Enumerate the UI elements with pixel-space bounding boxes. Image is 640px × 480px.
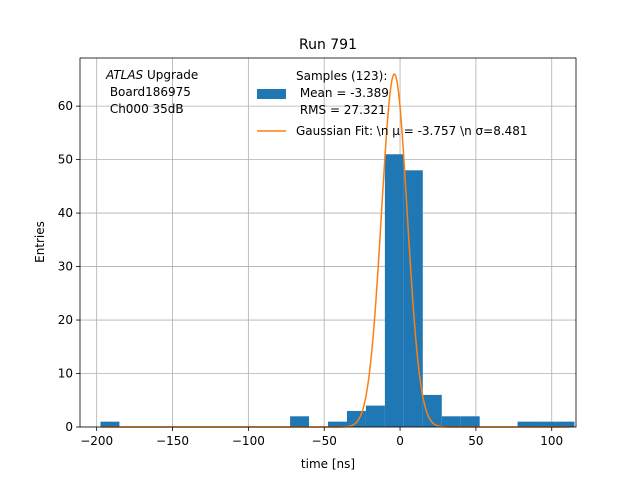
- histogram-bar: [555, 421, 575, 427]
- atlas-annotation: ATLAS Upgrade Board186975 Ch000 35dB: [105, 68, 198, 116]
- histogram-bar: [441, 416, 461, 427]
- x-axis-ticks: −200 −150 −100 −50 0 50 100: [80, 427, 563, 448]
- histogram-bar: [536, 421, 556, 427]
- x-tick-label: −200: [80, 434, 113, 448]
- histogram-bar: [365, 405, 385, 427]
- histogram-bar: [422, 394, 442, 427]
- atlas-upgrade: Upgrade: [143, 68, 198, 82]
- y-tick-label: 0: [65, 420, 73, 434]
- x-tick-label: 0: [396, 434, 404, 448]
- y-axis-label: Entries: [33, 221, 47, 263]
- chart-title: Run 791: [299, 37, 357, 53]
- y-axis-ticks: 0 10 20 30 40 50 60: [58, 99, 80, 434]
- y-tick-label: 50: [58, 153, 73, 167]
- histogram-bar: [290, 416, 310, 427]
- legend-samples-swatch: [257, 89, 286, 99]
- histogram-bar: [100, 421, 120, 427]
- y-tick-label: 10: [58, 367, 73, 381]
- legend: Samples (123): Mean = -3.389 RMS = 27.32…: [257, 69, 528, 138]
- x-tick-label: 100: [540, 434, 563, 448]
- histogram-bar: [384, 154, 404, 427]
- plot-frame: [79, 57, 577, 428]
- atlas-label: ATLAS Upgrade: [105, 68, 198, 82]
- histogram-bar: [346, 410, 366, 427]
- legend-samples-title: Samples (123):: [296, 69, 387, 83]
- legend-fit-label: Gaussian Fit: \n μ = -3.757 \n σ=8.481: [296, 124, 528, 138]
- y-tick-label: 20: [58, 313, 73, 327]
- channel-label: Ch000 35dB: [106, 102, 184, 116]
- atlas-word: ATLAS: [105, 68, 144, 82]
- board-label: Board186975: [106, 85, 191, 99]
- y-tick-label: 40: [58, 206, 73, 220]
- legend-samples-rms: RMS = 27.321: [296, 103, 386, 117]
- legend-samples-mean: Mean = -3.389: [296, 86, 389, 100]
- histogram-bar: [517, 421, 537, 427]
- x-tick-label: 50: [468, 434, 483, 448]
- histogram-bar: [460, 416, 480, 427]
- x-axis-label: time [ns]: [301, 457, 355, 471]
- histogram-bar: [328, 421, 347, 427]
- x-tick-label: −100: [232, 434, 265, 448]
- x-tick-label: −150: [156, 434, 189, 448]
- y-tick-label: 30: [58, 260, 73, 274]
- x-tick-label: −50: [312, 434, 337, 448]
- y-tick-label: 60: [58, 99, 73, 113]
